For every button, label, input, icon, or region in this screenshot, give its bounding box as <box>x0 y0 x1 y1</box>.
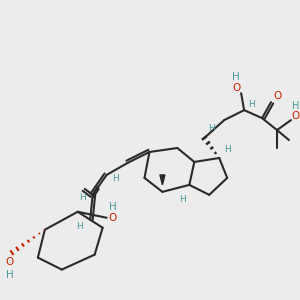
Text: H: H <box>292 101 300 111</box>
Text: O: O <box>109 213 117 223</box>
Polygon shape <box>160 175 165 185</box>
Text: H: H <box>79 193 86 202</box>
Text: O: O <box>292 111 300 121</box>
Text: H: H <box>6 270 14 280</box>
Text: H: H <box>179 195 186 204</box>
Text: O: O <box>273 91 281 101</box>
Text: H: H <box>224 146 231 154</box>
Text: H: H <box>248 100 254 109</box>
Text: H: H <box>112 174 119 183</box>
Text: H: H <box>208 124 214 133</box>
Text: H: H <box>109 202 116 212</box>
Text: O: O <box>232 83 240 93</box>
Text: H: H <box>76 222 83 231</box>
Text: H: H <box>232 72 240 82</box>
Text: O: O <box>6 256 14 267</box>
